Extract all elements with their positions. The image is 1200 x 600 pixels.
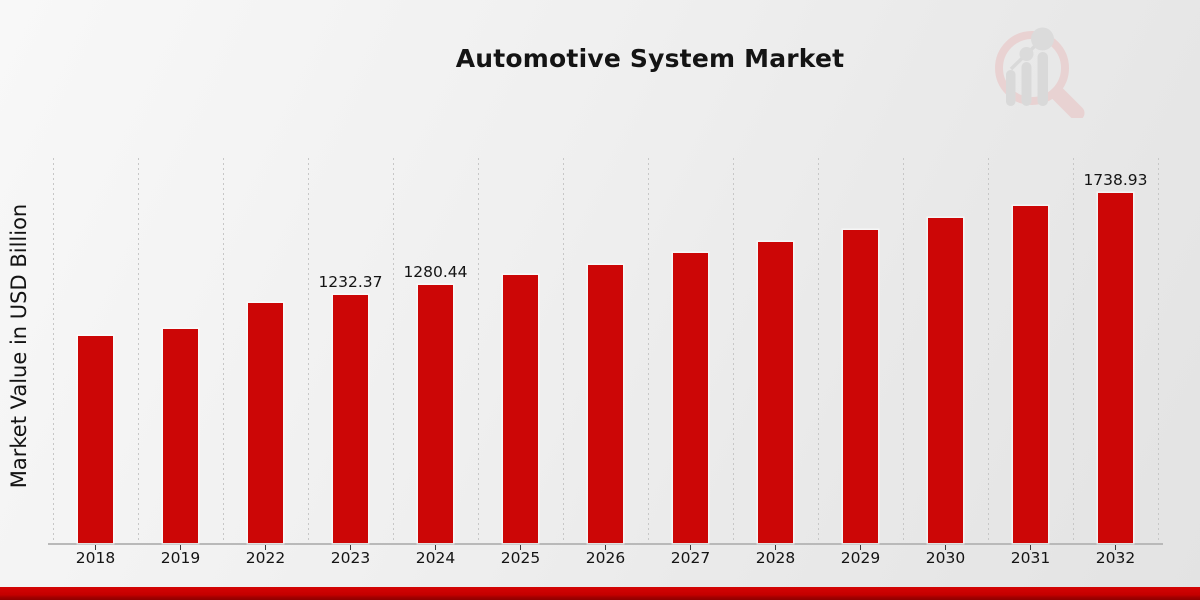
x-tick-label-2031: 2031 bbox=[1010, 549, 1051, 567]
vertical-gridline bbox=[1157, 158, 1159, 543]
x-tick-label-2027: 2027 bbox=[670, 549, 711, 567]
bar-value-label-2032: 1738.93 bbox=[1083, 170, 1148, 189]
bar-2031 bbox=[1013, 205, 1048, 543]
plot-area: 2018 2019 2022 2023 1232.37 2024 1280.44 2025 20… bbox=[48, 158, 1163, 567]
vertical-gridline bbox=[817, 158, 819, 543]
vertical-gridline bbox=[647, 158, 649, 543]
bar-2022 bbox=[248, 303, 283, 543]
x-axis-tick bbox=[519, 545, 522, 550]
x-axis-tick bbox=[349, 545, 352, 550]
y-axis-label: Market Value in USD Billion bbox=[7, 203, 31, 489]
vertical-gridline bbox=[222, 158, 224, 543]
x-tick-label-2023: 2023 bbox=[330, 549, 371, 567]
x-axis-tick bbox=[604, 545, 607, 550]
vertical-gridline bbox=[477, 158, 479, 543]
vertical-gridline bbox=[902, 158, 904, 543]
bar-value-label-2023: 1232.37 bbox=[318, 272, 383, 291]
bar-2032 bbox=[1098, 192, 1133, 543]
x-axis-tick bbox=[859, 545, 862, 550]
x-tick-label-2029: 2029 bbox=[840, 549, 881, 567]
x-tick-label-2024: 2024 bbox=[415, 549, 456, 567]
x-axis-tick bbox=[1029, 545, 1032, 550]
bar-2023 bbox=[333, 294, 368, 543]
bar-2029 bbox=[843, 230, 878, 543]
x-tick-label-2019: 2019 bbox=[160, 549, 201, 567]
vertical-gridline bbox=[562, 158, 564, 543]
chart-title: Automotive System Market bbox=[455, 44, 845, 73]
x-tick-label-2022: 2022 bbox=[245, 549, 286, 567]
x-tick-label-2030: 2030 bbox=[925, 549, 966, 567]
x-axis-tick bbox=[434, 545, 437, 550]
x-axis-tick bbox=[264, 545, 267, 550]
bar-2026 bbox=[588, 264, 623, 543]
x-tick-label-2028: 2028 bbox=[755, 549, 796, 567]
vertical-gridline bbox=[732, 158, 734, 543]
vertical-gridline bbox=[987, 158, 989, 543]
vertical-gridline bbox=[392, 158, 394, 543]
bar-2030 bbox=[928, 218, 963, 543]
bar-2018 bbox=[78, 336, 113, 543]
bar-2028 bbox=[758, 242, 793, 543]
bar-2024 bbox=[418, 285, 453, 543]
x-tick-label-2025: 2025 bbox=[500, 549, 541, 567]
x-tick-label-2026: 2026 bbox=[585, 549, 626, 567]
x-axis-tick bbox=[179, 545, 182, 550]
vertical-gridline bbox=[137, 158, 139, 543]
x-axis-tick bbox=[689, 545, 692, 550]
bar-2027 bbox=[673, 253, 708, 543]
vertical-gridline bbox=[1072, 158, 1074, 543]
x-tick-label-2018: 2018 bbox=[75, 549, 116, 567]
magnifier-bar-chart-logo-icon bbox=[995, 27, 1085, 118]
x-axis-tick bbox=[94, 545, 97, 550]
x-tick-label-2032: 2032 bbox=[1095, 549, 1136, 567]
x-axis-tick bbox=[944, 545, 947, 550]
x-axis-line bbox=[48, 543, 1163, 545]
bar-2019 bbox=[163, 329, 198, 543]
x-axis-tick bbox=[1114, 545, 1117, 550]
bar-value-label-2024: 1280.44 bbox=[403, 263, 468, 281]
vertical-gridline bbox=[307, 158, 309, 543]
footer-brand-stripe bbox=[0, 587, 1200, 600]
vertical-gridline bbox=[52, 158, 54, 543]
x-axis-tick bbox=[774, 545, 777, 550]
bar-2025 bbox=[503, 274, 538, 543]
